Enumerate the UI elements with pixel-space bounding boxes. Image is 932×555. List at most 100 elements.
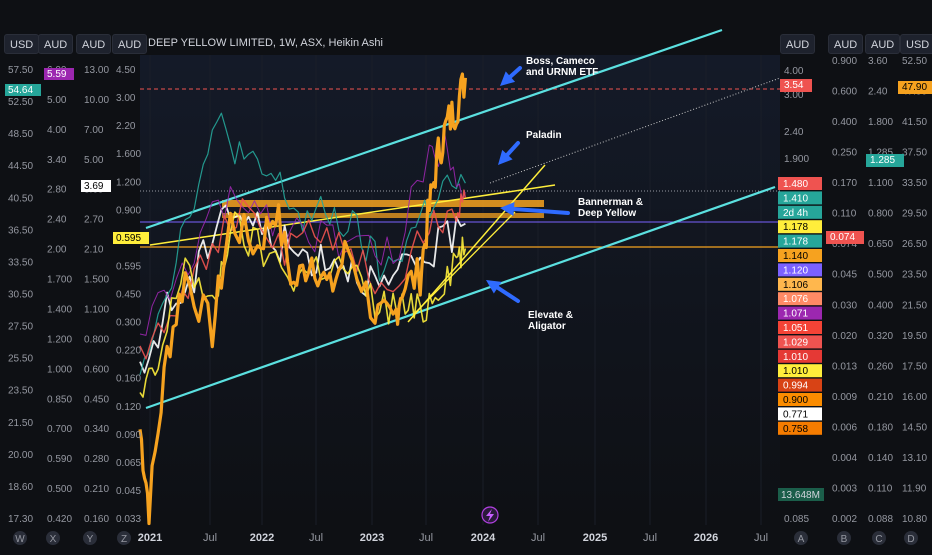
currency-button-aud-6[interactable]: AUD (865, 34, 901, 54)
left-scale-tick: 1.200 (116, 177, 141, 188)
scale-button-right (837, 531, 851, 545)
left-scale-tick: 0.590 (47, 454, 72, 465)
left-scale-tick: 18.60 (8, 482, 33, 493)
currency-button-aud-5[interactable]: AUD (828, 34, 864, 54)
annotation-arrow (505, 141, 520, 157)
grid (149, 55, 762, 525)
right-scale-tick: 0.006 (832, 422, 857, 433)
left-scale-badge (113, 232, 149, 244)
volume-label-text: 13.648M (781, 490, 820, 501)
currency-button-usd-left[interactable]: USD (4, 34, 40, 54)
scale-button-label: B (841, 534, 848, 545)
currency-button-aud-4[interactable]: AUD (780, 34, 816, 54)
currency-button-aud-1[interactable]: AUD (38, 34, 74, 54)
scale-button-label: Y (87, 534, 94, 545)
orange-band (222, 200, 544, 207)
left-scale-tick: 0.850 (47, 394, 72, 405)
left-scale-tick: 52.50 (8, 97, 33, 108)
x-tick-label: 2023 (360, 532, 384, 544)
right-scale-tick: 0.400 (832, 117, 857, 128)
price-label-box (778, 407, 822, 421)
x-tick-label: Jul (203, 532, 217, 544)
left-scale-tick: 17.30 (8, 514, 33, 525)
scale-button-left (46, 531, 60, 545)
left-scale-tick: 1.000 (47, 364, 72, 375)
currency-button-aud-3[interactable]: AUD (112, 34, 148, 54)
right-scale-tick: 0.088 (868, 514, 893, 525)
right-scale-badge-text: 47.90 (902, 82, 927, 93)
scale-button-right (794, 531, 808, 545)
left-scale-tick: 33.50 (8, 257, 33, 268)
price-label-box (778, 205, 822, 219)
right-scale-tick: 0.045 (832, 270, 857, 281)
lightning-icon[interactable] (481, 506, 499, 524)
left-scale-badge-text: 0.595 (116, 233, 141, 244)
last-price-labels: 1.480 1.410 2d 4h 1.178 1.178 1.140 1.120 1.106… (778, 177, 824, 501)
price-label-box (778, 277, 822, 291)
price-label-text: 1.140 (783, 251, 808, 262)
currency-button-aud-2[interactable]: AUD (76, 34, 112, 54)
scale-button-label: X (50, 534, 57, 545)
left-scale-badge (5, 84, 41, 96)
left-scale-tick: 48.50 (8, 129, 33, 140)
channel-lower-line (145, 185, 776, 410)
left-scale-tick: 0.120 (116, 402, 141, 413)
right-scale-tick: 21.50 (902, 300, 927, 311)
right-scale-tick: 0.110 (868, 483, 893, 494)
left-scale-tick: 2.40 (47, 215, 67, 226)
annotation-text: Paladin (526, 130, 562, 141)
price-label-text: 1.410 (783, 193, 808, 204)
right-scale-tick: 0.004 (832, 453, 857, 464)
left-scale-tick: 0.210 (84, 484, 109, 495)
annotation-text: Aligator (528, 321, 566, 332)
right-scale-tick: 3.00 (784, 90, 804, 101)
price-label-text: 0.994 (783, 381, 808, 392)
right-scale-tick: 0.180 (868, 422, 893, 433)
right-scale-badge (898, 81, 932, 94)
arrow-head (486, 280, 502, 294)
annotation-text: and URNM ETF (526, 67, 598, 78)
scale-button-right (904, 531, 918, 545)
right-scale-tick: 0.250 (832, 148, 857, 159)
right-scale-badge (826, 231, 864, 244)
right-scale-tick: 0.030 (832, 300, 857, 311)
right-scale-tick: 3.60 (868, 56, 888, 67)
left-scale-tick: 7.00 (84, 125, 104, 136)
price-series (138, 72, 467, 526)
left-scale-tick: 25.50 (8, 354, 33, 365)
left-scale-tick: 0.300 (116, 318, 141, 329)
x-tick-label: Jul (754, 532, 768, 544)
left-scale-tick: 30.50 (8, 290, 33, 301)
scale-button-label: C (875, 534, 882, 545)
x-tick-label: 2021 (138, 532, 162, 544)
annotation-text: Deep Yellow (578, 208, 636, 219)
left-scale-tick: 0.800 (84, 334, 109, 345)
price-label-box (778, 421, 822, 435)
right-scale-tick: 4.00 (784, 66, 804, 77)
left-price-scales[interactable]: 57.50 52.50 48.50 44.50 40.50 36.50 33.50 30.50… (5, 65, 149, 525)
left-scale-tick: 1.400 (47, 304, 72, 315)
right-scale-tick: 37.50 (902, 148, 927, 159)
currency-button-usd-right[interactable]: USD (900, 34, 932, 54)
right-scale-tick: 0.013 (832, 361, 857, 372)
time-axis[interactable]: 2021 Jul 2022 Jul 2023 Jul 2024 Jul 2025 Jul 2026 J… (138, 532, 768, 544)
price-label-text: 1.106 (783, 280, 808, 291)
right-scale-tick: 0.074 (832, 239, 857, 250)
x-tick-label: Jul (309, 532, 323, 544)
x-tick-label: Jul (419, 532, 433, 544)
right-scale-tick: 0.140 (868, 453, 893, 464)
left-scale-tick: 0.090 (116, 430, 141, 441)
left-scale-tick: 0.500 (47, 484, 72, 495)
right-price-scales[interactable]: 4.00 3.00 2.40 1.900 0.085 0.900 0.600 0.400 0.2… (780, 56, 932, 525)
left-scale-tick: 44.50 (8, 161, 33, 172)
price-label-box (778, 263, 822, 277)
price-label-text: 1.051 (783, 323, 808, 334)
left-scale-tick: 40.50 (8, 193, 33, 204)
trend-channel (145, 28, 781, 410)
scale-button-label: D (907, 534, 914, 545)
x-tick-label: 2024 (471, 532, 496, 544)
price-label-text: 1.178 (783, 222, 808, 233)
